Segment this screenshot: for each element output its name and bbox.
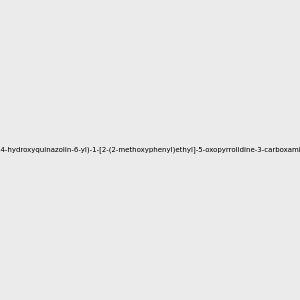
Text: N-(4-hydroxyquinazolin-6-yl)-1-[2-(2-methoxyphenyl)ethyl]-5-oxopyrrolidine-3-car: N-(4-hydroxyquinazolin-6-yl)-1-[2-(2-met…	[0, 147, 300, 153]
